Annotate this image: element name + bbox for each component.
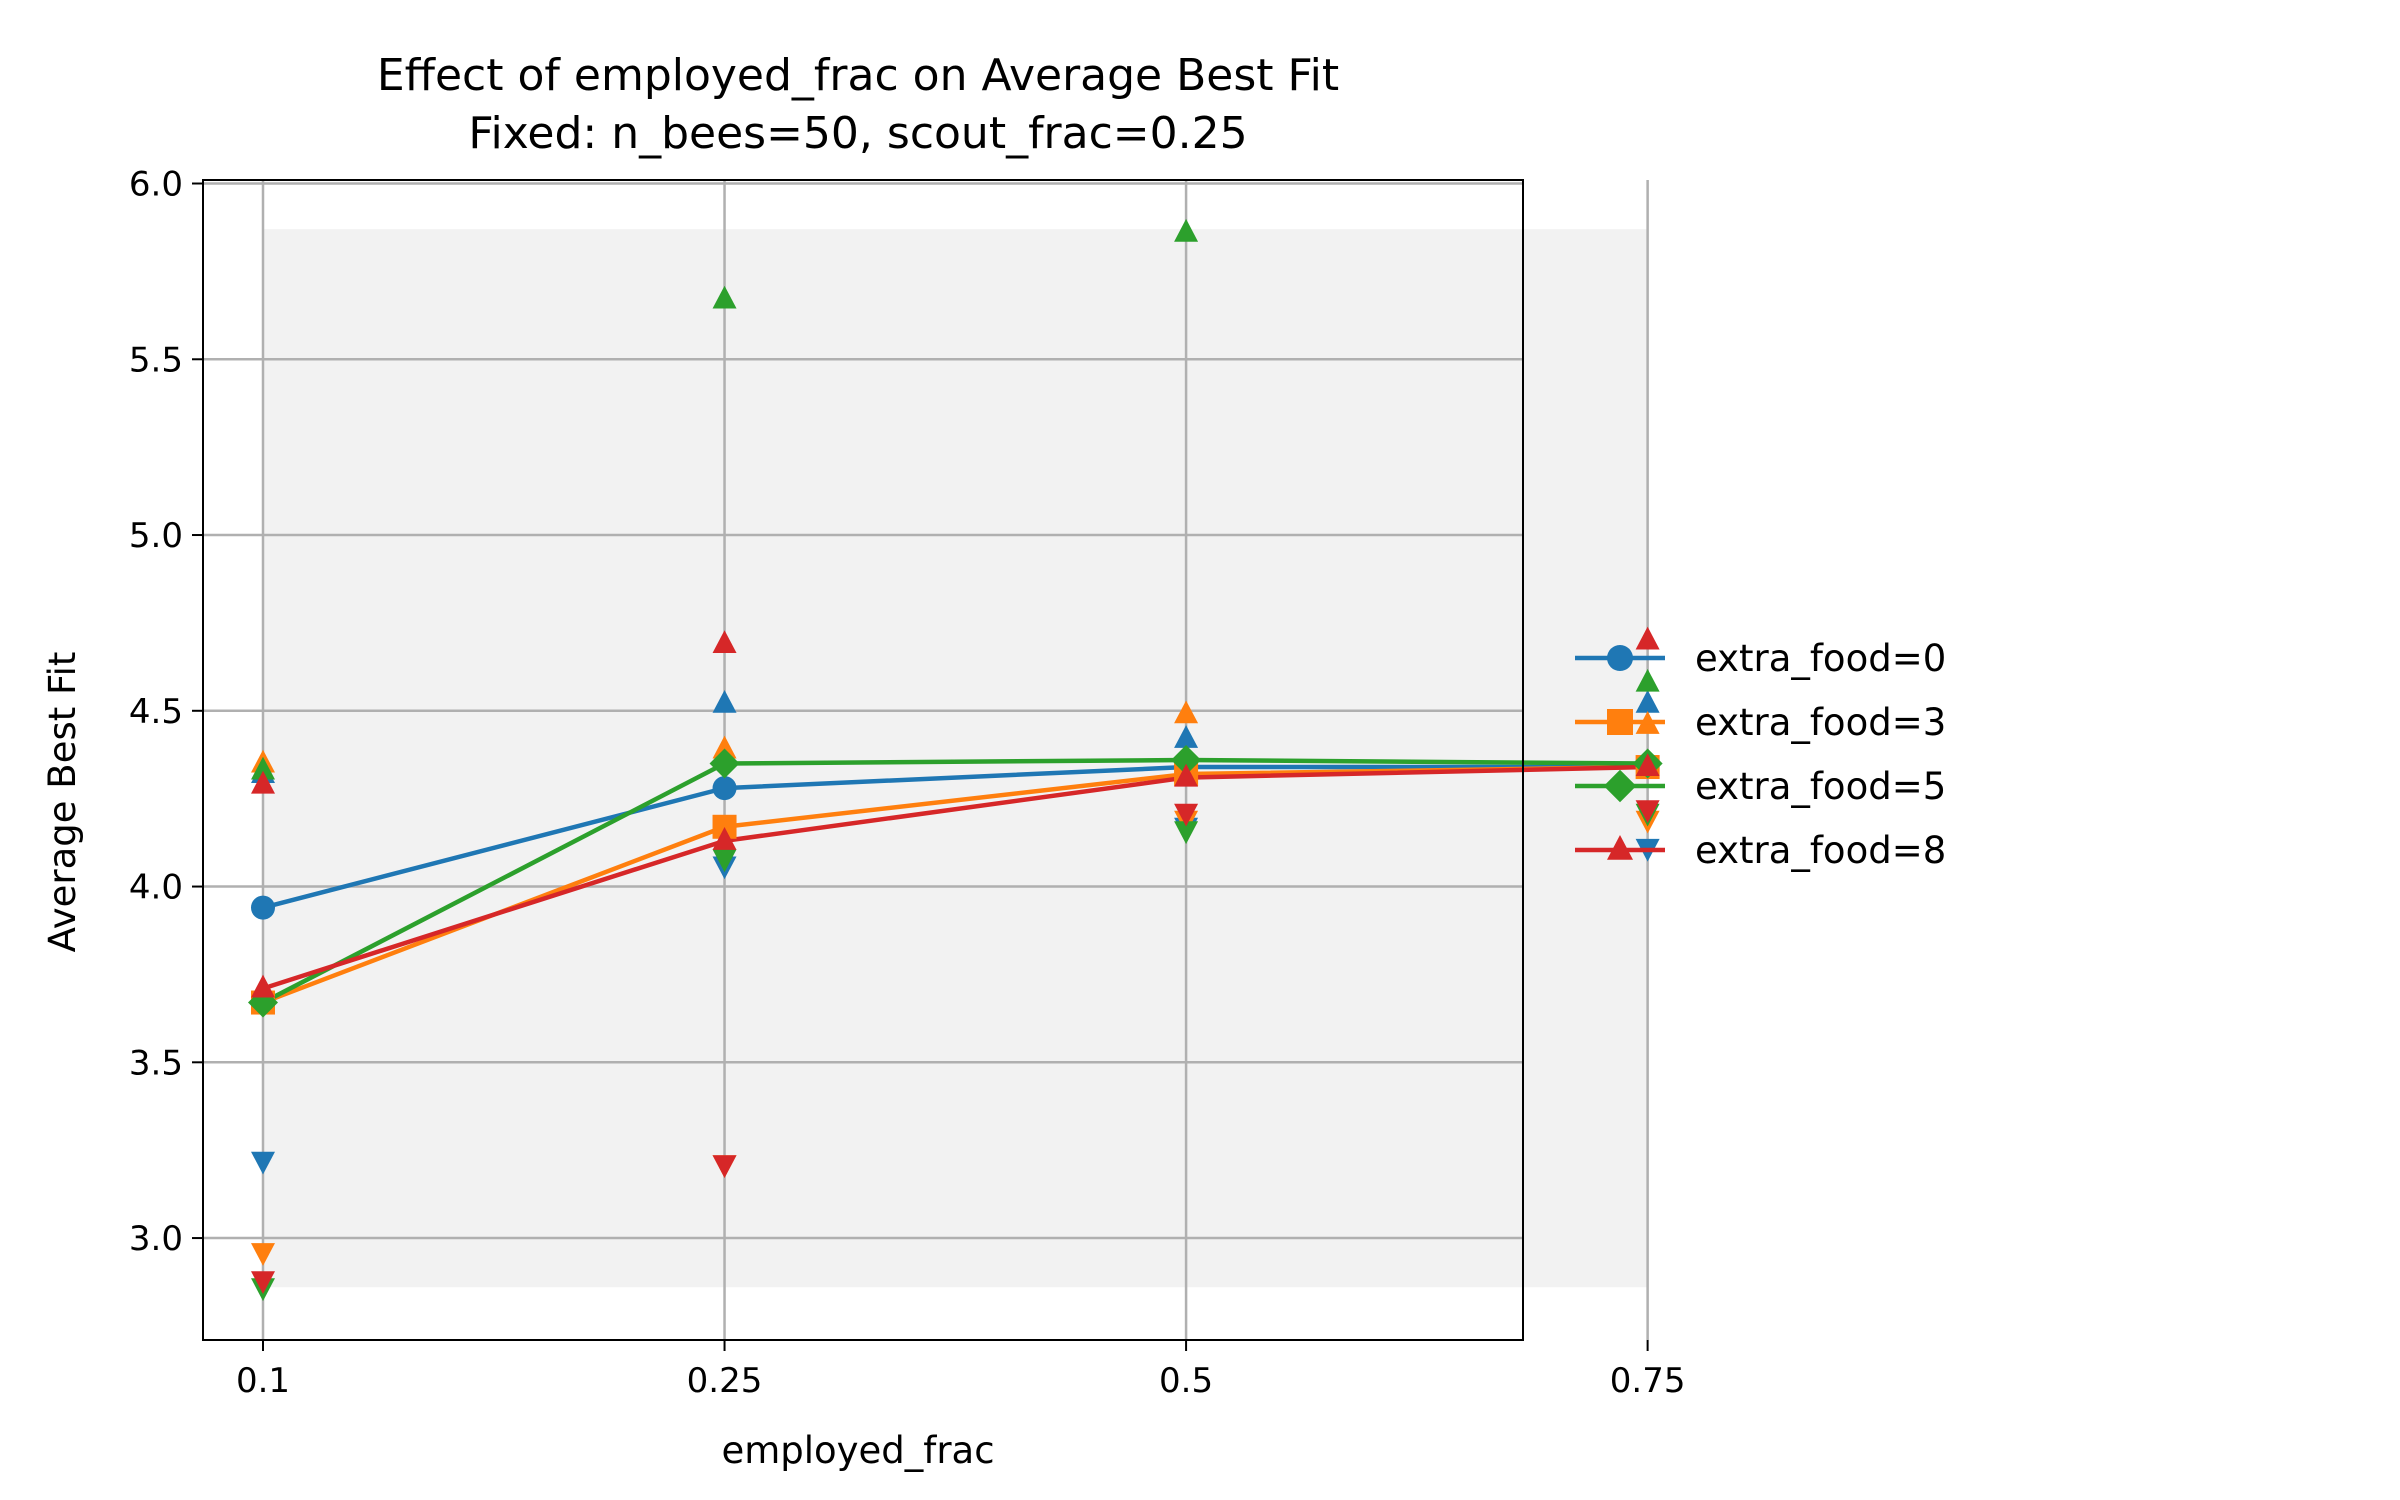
max-marker <box>1635 626 1660 650</box>
min-marker <box>712 1155 737 1179</box>
y-tick-label: 5.5 <box>129 340 183 380</box>
x-tick-label: 0.1 <box>236 1361 290 1401</box>
max-marker <box>1635 668 1660 692</box>
range-band <box>263 229 1648 1288</box>
y-tick-label: 4.0 <box>129 868 183 908</box>
y-axis: 3.0 3.5 4.0 4.5 5.0 5.5 6.0 <box>129 165 203 1259</box>
max-marker <box>1174 725 1199 748</box>
legend-label: extra_food=5 <box>1695 765 1946 808</box>
legend-label: extra_food=8 <box>1695 829 1946 872</box>
x-tick-label: 0.5 <box>1159 1361 1213 1401</box>
x-axis-label: employed_frac <box>721 1429 994 1472</box>
max-marker <box>712 630 737 653</box>
series-line <box>262 764 1648 991</box>
max-marker <box>712 689 737 713</box>
max-marker <box>251 770 275 794</box>
data-point <box>709 748 740 779</box>
max-marker <box>1174 700 1199 724</box>
max-marker <box>1635 689 1660 713</box>
chart-subtitle: Fixed: n_bees=50, scout_frac=0.25 <box>468 108 1247 159</box>
legend: extra_food=0 extra_food=3 extra_food=5extr… <box>1575 637 1946 872</box>
y-tick-label: 3.0 <box>129 1219 183 1259</box>
y-tick-label: 6.0 <box>129 165 183 205</box>
x-axis: 0.1 0.25 0.5 0.75 <box>236 1340 1686 1401</box>
data-point <box>1171 745 1202 775</box>
legend-marker <box>1607 835 1633 860</box>
max-marker <box>251 756 275 780</box>
y-tick-label: 3.5 <box>129 1043 183 1083</box>
x-tick-label: 0.75 <box>1610 1361 1686 1401</box>
min-marker <box>1635 800 1660 824</box>
max-marker <box>712 735 737 759</box>
y-tick-label: 5.0 <box>129 516 183 556</box>
y-axis-label: Average Best Fit <box>41 652 84 953</box>
min-marker <box>1174 803 1199 827</box>
series-line <box>262 764 1648 910</box>
min-marker <box>712 849 737 873</box>
plot-frame <box>202 179 1524 1341</box>
max-marker <box>1174 218 1199 242</box>
series-line <box>261 757 1648 1005</box>
data-point <box>1174 763 1199 787</box>
min-marker <box>251 1243 275 1266</box>
x-tick-label: 0.25 <box>687 1361 763 1401</box>
grid <box>203 180 1649 1340</box>
data-point <box>1635 753 1660 777</box>
series-lines <box>261 757 1648 1005</box>
chart-title: Effect of employed_frac on Average Best … <box>377 50 1339 101</box>
min-marker <box>251 1151 275 1175</box>
data-point <box>712 776 737 801</box>
data-point <box>251 974 275 998</box>
min-marker <box>1174 821 1199 845</box>
data-point <box>712 827 737 850</box>
legend-marker <box>1607 709 1633 735</box>
series-markers <box>248 218 1663 1302</box>
legend-label: extra_food=0 <box>1695 637 1946 680</box>
y-tick-label: 4.5 <box>129 692 183 732</box>
max-marker <box>712 285 737 309</box>
legend-label: extra_food=3 <box>1695 701 1946 744</box>
legend-marker <box>1607 645 1633 671</box>
data-point <box>251 895 275 920</box>
legend-marker <box>1603 769 1637 803</box>
min-marker <box>251 1271 275 1295</box>
